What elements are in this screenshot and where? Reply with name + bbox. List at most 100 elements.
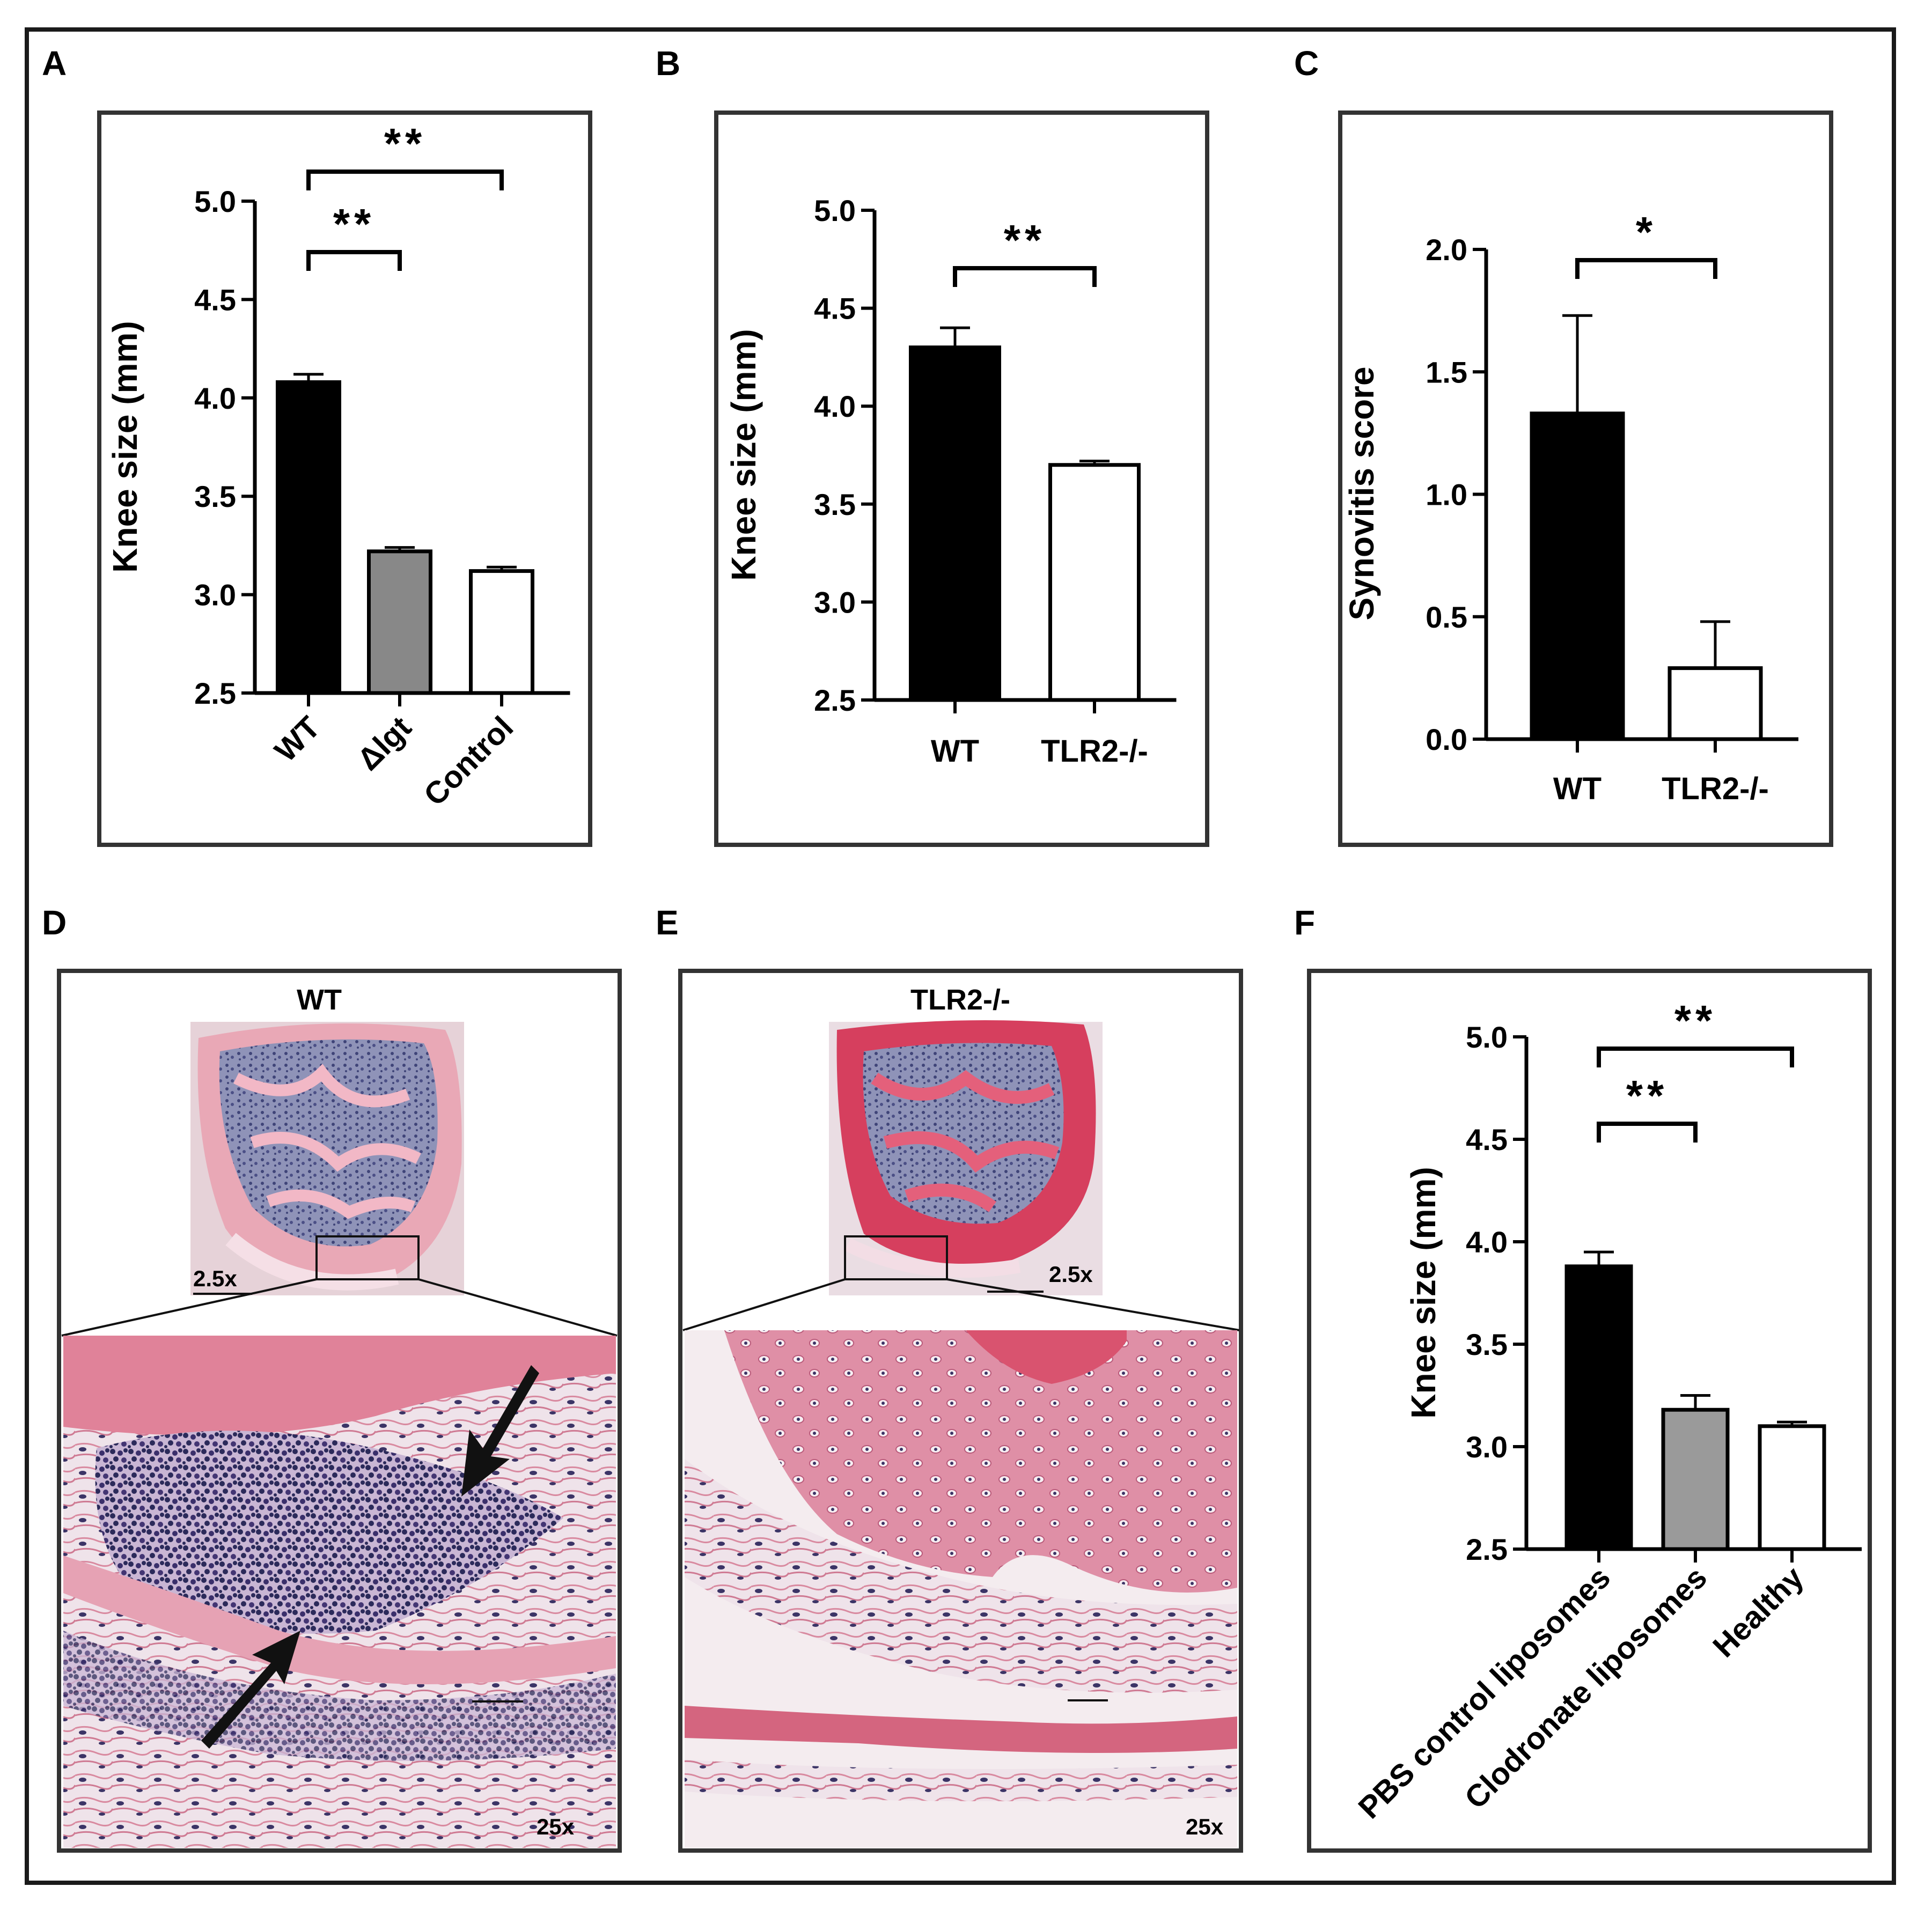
panel-letter-a: A: [42, 44, 67, 83]
chart-b-y-tick-label: 2.5: [814, 683, 856, 717]
chart-c-category-label: WT: [1553, 771, 1602, 806]
arrow-icon: [461, 1365, 539, 1497]
micrograph-d-tissue-band-mid: [63, 1556, 616, 1684]
chart-c-significance-label: *: [1636, 208, 1657, 256]
micrograph-e-trabeculae: [871, 1070, 1060, 1212]
micrograph-d-title: WT: [297, 984, 342, 1016]
chart-c-y-axis-title: Synovitis score: [1342, 366, 1381, 620]
chart-f-y-tick-label: 4.0: [1466, 1225, 1508, 1259]
chart-f-bar: [1661, 1407, 1730, 1551]
micrograph-d: WT 2.5x 25x: [61, 984, 618, 1848]
micrograph-e-fibrous-layer: [685, 1459, 1237, 1693]
chart-a-bar: [367, 549, 432, 695]
chart-f-bar: [1564, 1264, 1633, 1551]
micrograph-d-high-mag: 25x: [63, 1336, 616, 1848]
micrograph-e-low-mag-label: 2.5x: [1049, 1262, 1093, 1287]
micrograph-e-zoom-line-right: [946, 1278, 1240, 1331]
chart-a-y-tick-label: 4.5: [194, 283, 236, 316]
micrograph-d-low-mag: 2.5x: [190, 1022, 464, 1295]
chart-b-category-label: TLR2-/-: [1041, 734, 1148, 769]
chart-a-significance-bracket: [306, 170, 504, 190]
chart-f-y-tick-label: 2.5: [1466, 1532, 1508, 1566]
chart-c: 0.0 0.5 1.0 1.5 2.0 Synovitis score WT TLR2-/- *: [1342, 208, 1798, 806]
chart-a-category-label: Control: [417, 710, 520, 813]
micrograph-e-zoom-box: [844, 1235, 948, 1280]
chart-f-bar: [1758, 1424, 1826, 1551]
chart-c-y-tick-label: 2.0: [1426, 233, 1467, 267]
chart-b-y-tick-label: 4.5: [814, 292, 856, 326]
chart-b-significance-bracket: [953, 266, 1097, 287]
micrograph-d-synovium: [225, 1233, 399, 1291]
chart-f-significance-bracket: [1597, 1047, 1794, 1067]
chart-a-y-tick-label: 4.0: [194, 381, 236, 415]
micrograph-d-lower-cells: [63, 1631, 616, 1761]
chart-f-significance-bracket: [1597, 1122, 1698, 1143]
panel-a-frame: [97, 110, 592, 847]
micrograph-e-bone-lobe: [966, 1330, 1127, 1384]
figure-frame: [25, 27, 1896, 1885]
chart-b-bar: [1048, 463, 1141, 702]
chart-f-y-tick-label: 4.5: [1466, 1123, 1508, 1156]
micrograph-e-low-mag: 2.5x: [829, 1020, 1103, 1295]
chart-a-y-tick-label: 3.0: [194, 578, 236, 612]
panel-letter-e: E: [656, 903, 679, 942]
chart-f-significance-label: **: [1626, 1072, 1668, 1119]
micrograph-e-title: TLR2-/-: [910, 984, 1010, 1016]
chart-b: 2.5 3.0 3.5 4.0 4.5 5.0 Knee size (mm) WT TLR2-/…: [724, 194, 1177, 769]
micrograph-e-lower-layer: [685, 1759, 1237, 1801]
chart-a: 2.5 3.0 3.5 4.0 4.5 5.0 Knee size (mm) WT ΔlgtCo…: [106, 120, 570, 813]
chart-f-y-tick-label: 5.0: [1466, 1020, 1508, 1054]
micrograph-e-cartilage: [724, 1330, 1237, 1593]
micrograph-e-zoom-line-left: [682, 1278, 846, 1331]
panel-b-frame: [714, 110, 1209, 847]
chart-f-y-axis-title: Knee size (mm): [1404, 1167, 1443, 1418]
chart-a-significance-label: **: [384, 120, 426, 167]
chart-c-y-tick-label: 0.5: [1426, 600, 1467, 634]
chart-b-y-tick-label: 3.0: [814, 585, 856, 619]
chart-f-y-tick-label: 3.5: [1466, 1328, 1508, 1361]
chart-b-y-tick-label: 3.5: [814, 488, 856, 521]
chart-b-significance-label: **: [1004, 216, 1046, 264]
chart-c-significance-bracket: [1575, 258, 1717, 279]
chart-a-category-label: Δlgt: [351, 710, 418, 777]
micrograph-d-infiltrate: [95, 1431, 563, 1634]
chart-b-bar: [909, 345, 1001, 702]
chart-c-category-label: TLR2-/-: [1662, 771, 1769, 806]
micrograph-e: TLR2-/- 2.5x 25x: [682, 984, 1240, 1848]
chart-a-bar: [469, 569, 534, 695]
panel-letter-b: B: [656, 44, 680, 83]
chart-b-y-tick-label: 4.0: [814, 389, 856, 423]
chart-b-y-axis-title: Knee size (mm): [724, 329, 763, 580]
micrograph-d-low-mag-label: 2.5x: [193, 1266, 237, 1291]
chart-a-category-label: WT: [268, 710, 327, 769]
chart-a-bar: [276, 380, 341, 695]
chart-a-y-tick-label: 2.5: [194, 676, 236, 710]
chart-a-y-tick-label: 3.5: [194, 480, 236, 513]
chart-f-significance-label: **: [1674, 997, 1716, 1044]
panel-d-frame: [57, 969, 622, 1853]
chart-c-bar: [1530, 411, 1625, 741]
micrograph-e-high-mag-label: 25x: [1186, 1814, 1224, 1839]
chart-a-significance-label: **: [333, 200, 375, 248]
chart-c-y-tick-label: 1.0: [1426, 478, 1467, 512]
panel-c-frame: [1338, 110, 1833, 847]
micrograph-d-zoom-box: [315, 1235, 420, 1280]
panel-letter-f: F: [1294, 903, 1315, 942]
micrograph-d-tissue-band-top: [63, 1336, 616, 1435]
panel-f-frame: [1307, 969, 1872, 1853]
chart-c-y-tick-label: 1.5: [1426, 355, 1467, 389]
chart-f-category-label: Healthy: [1706, 1560, 1810, 1664]
chart-a-y-axis-title: Knee size (mm): [106, 321, 144, 572]
micrograph-e-high-mag: 25x: [685, 1330, 1237, 1848]
arrow-icon: [201, 1631, 300, 1749]
panel-letter-c: C: [1294, 44, 1319, 83]
micrograph-d-zoom-line-right: [418, 1278, 618, 1337]
chart-c-bar: [1667, 666, 1763, 741]
micrograph-e-synovium: [844, 1238, 1021, 1278]
chart-a-y-tick-label: 5.0: [194, 185, 236, 218]
chart-b-y-tick-label: 5.0: [814, 194, 856, 227]
micrograph-e-fiber-band: [685, 1706, 1237, 1753]
chart-b-category-label: WT: [931, 734, 979, 769]
